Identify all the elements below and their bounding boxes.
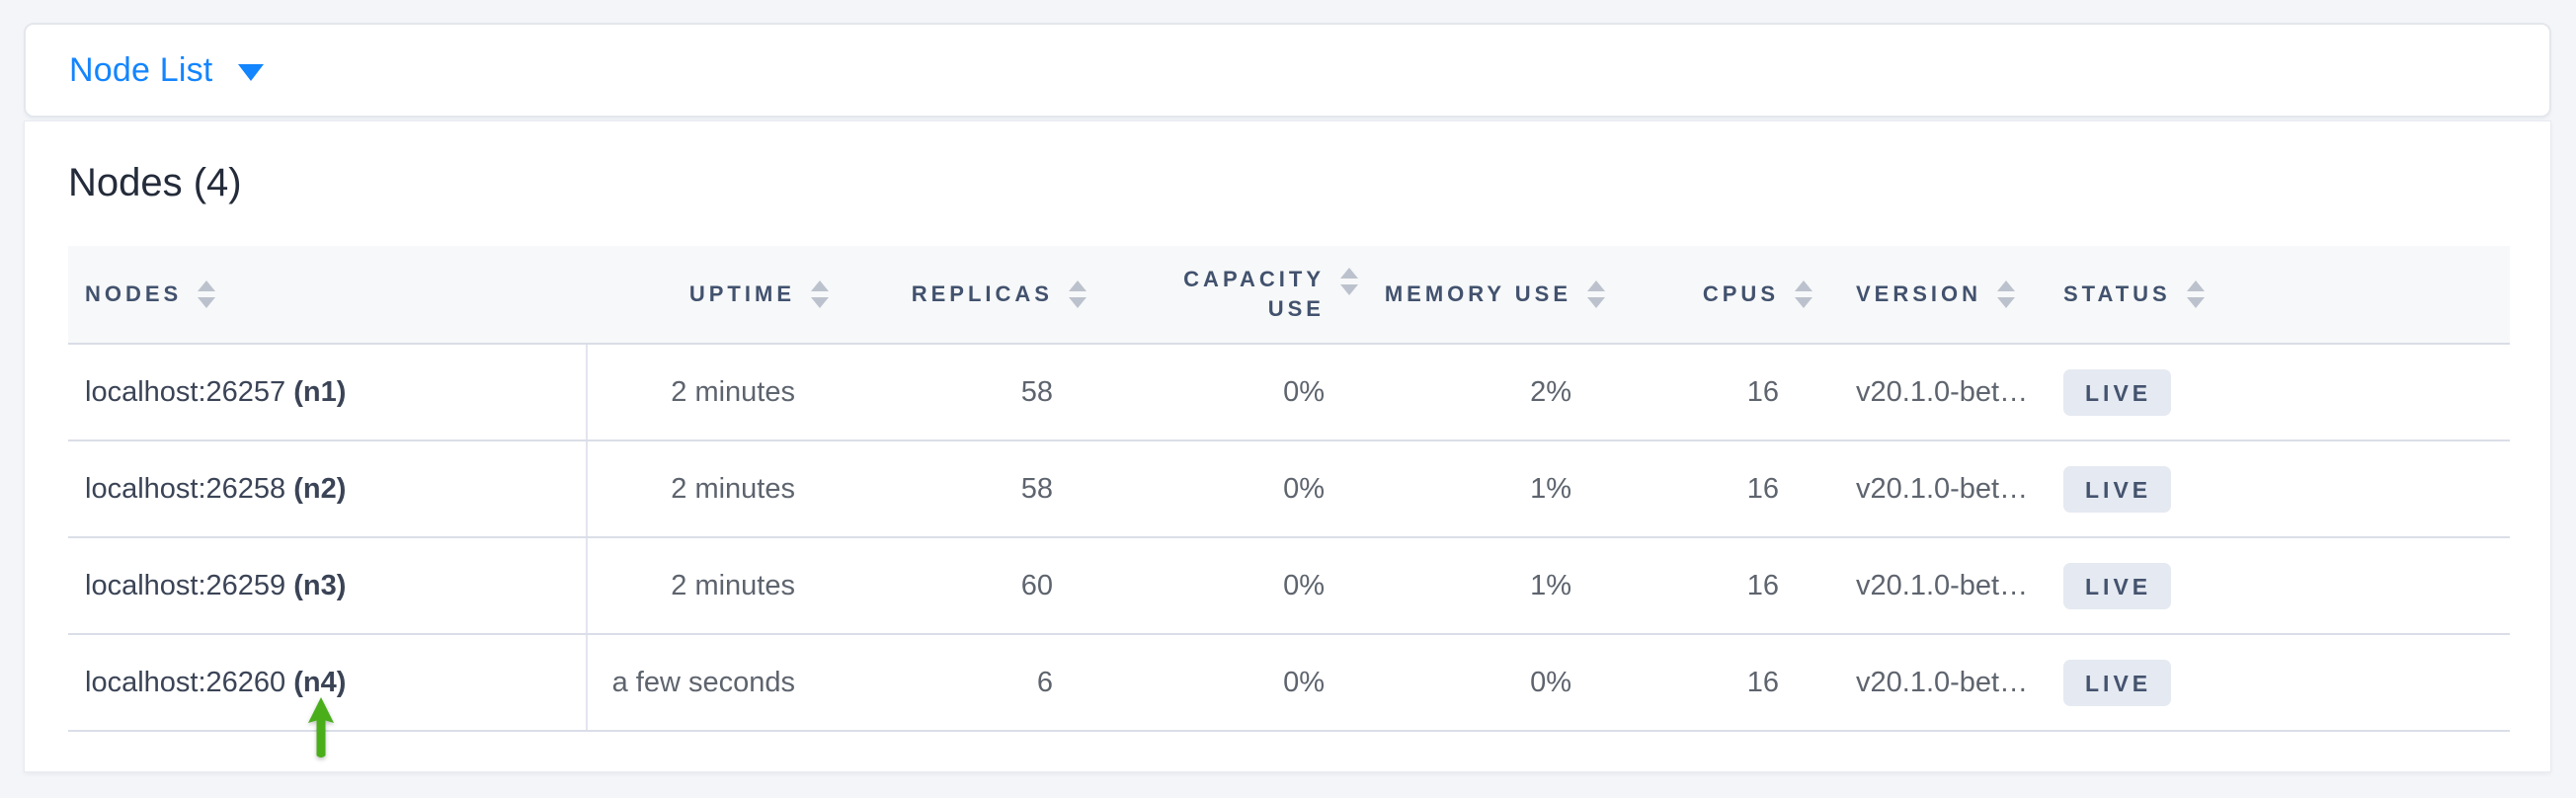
node-address-cell: localhost:26260 (n4) xyxy=(68,635,588,730)
node-id: (n3) xyxy=(293,569,347,601)
column-label: UPTIME xyxy=(688,281,795,306)
nodes-card: Nodes (4) NODES UPTIME REPLICAS CAPACITY US… xyxy=(24,120,2551,772)
column-header-uptime[interactable]: UPTIME xyxy=(588,246,835,343)
node-replicas-cell: 60 xyxy=(1020,569,1053,601)
table-body: localhost:26257 (n1) 2 minutes 58 0% 2% 16 v20… xyxy=(68,345,2510,732)
node-uptime-cell: 2 minutes xyxy=(671,472,795,505)
node-cpus-cell: 16 xyxy=(1746,666,1779,698)
sort-icon[interactable] xyxy=(198,280,216,308)
column-header-replicas[interactable]: REPLICAS xyxy=(835,246,1092,343)
node-status-cell: LIVE xyxy=(2036,441,2510,536)
page-title: Nodes (4) xyxy=(68,161,242,204)
column-header-memory_use[interactable]: MEMORY USE xyxy=(1364,246,1611,343)
chevron-down-icon xyxy=(238,63,265,81)
node-replicas-cell: 58 xyxy=(1020,375,1053,408)
table-row: localhost:26258 (n2) 2 minutes 58 0% 1% 16 v20… xyxy=(68,441,2510,538)
status-badge: LIVE xyxy=(2063,562,2172,609)
node-capacity_use-cell: 0% xyxy=(1283,472,1325,505)
node-address-cell: localhost:26257 (n1) xyxy=(68,345,588,439)
node-id: (n2) xyxy=(293,472,347,505)
sort-icon[interactable] xyxy=(1997,280,2016,308)
node-list-dropdown-label: Node List xyxy=(69,50,213,89)
annotation-arrow-up-icon xyxy=(308,697,334,758)
column-header-nodes[interactable]: NODES xyxy=(68,246,588,343)
node-id: (n1) xyxy=(293,375,347,408)
column-label: REPLICAS xyxy=(911,281,1053,306)
status-badge: LIVE xyxy=(2063,659,2172,706)
column-label: MEMORY USE xyxy=(1384,281,1571,306)
node-uptime-cell: 2 minutes xyxy=(671,569,795,601)
node-address-cell: localhost:26258 (n2) xyxy=(68,441,588,536)
column-header-version[interactable]: VERSION xyxy=(1818,246,2036,343)
node-capacity_use-cell: 0% xyxy=(1283,569,1325,601)
node-capacity_use-cell: 0% xyxy=(1283,375,1325,408)
node-status-cell: LIVE xyxy=(2036,345,2510,439)
sort-icon[interactable] xyxy=(2186,280,2205,308)
column-header-cpus[interactable]: CPUS xyxy=(1611,246,1818,343)
node-version-cell: v20.1.0-bet… xyxy=(1856,569,2029,601)
status-badge: LIVE xyxy=(2063,465,2172,513)
node-replicas-cell: 6 xyxy=(1036,666,1053,698)
column-header-capacity_use[interactable]: CAPACITY USE xyxy=(1092,246,1364,343)
view-switcher-bar: Node List xyxy=(24,23,2551,118)
node-memory_use-cell: 1% xyxy=(1530,472,1571,505)
table-row: localhost:26257 (n1) 2 minutes 58 0% 2% 16 v20… xyxy=(68,345,2510,441)
node-id: (n4) xyxy=(293,666,347,698)
node-address-cell: localhost:26259 (n3) xyxy=(68,538,588,633)
node-uptime-cell: 2 minutes xyxy=(671,375,795,408)
node-replicas-cell: 58 xyxy=(1020,472,1053,505)
node-uptime-cell: a few seconds xyxy=(611,666,795,698)
sort-icon[interactable] xyxy=(1069,280,1087,308)
node-status-cell: LIVE xyxy=(2036,538,2510,633)
node-memory_use-cell: 1% xyxy=(1530,569,1571,601)
sort-icon[interactable] xyxy=(1795,280,1812,308)
table-row: localhost:26259 (n3) 2 minutes 60 0% 1% 16 v20… xyxy=(68,538,2510,635)
node-cpus-cell: 16 xyxy=(1746,375,1779,408)
column-header-status[interactable]: STATUS xyxy=(2036,246,2510,343)
column-label: CAPACITY USE xyxy=(1183,267,1325,321)
node-capacity_use-cell: 0% xyxy=(1283,666,1325,698)
node-version-cell: v20.1.0-bet… xyxy=(1856,472,2029,505)
node-status-cell: LIVE xyxy=(2036,635,2510,730)
table-row: localhost:26260 (n4) a few seconds 6 0% 0% 16… xyxy=(68,635,2510,732)
column-label: VERSION xyxy=(1856,281,1982,306)
sort-icon[interactable] xyxy=(811,280,829,308)
node-cpus-cell: 16 xyxy=(1746,472,1779,505)
column-label: STATUS xyxy=(2063,281,2171,306)
sort-icon[interactable] xyxy=(1587,280,1605,308)
table-header-row: NODES UPTIME REPLICAS CAPACITY USE MEMORY US… xyxy=(68,246,2510,345)
status-badge: LIVE xyxy=(2063,368,2172,416)
column-label: NODES xyxy=(85,281,183,306)
node-memory_use-cell: 2% xyxy=(1530,375,1571,408)
node-memory_use-cell: 0% xyxy=(1530,666,1571,698)
node-list-dropdown[interactable]: Node List xyxy=(69,50,265,90)
nodes-table: NODES UPTIME REPLICAS CAPACITY USE MEMORY US… xyxy=(68,246,2510,732)
sort-icon[interactable] xyxy=(1340,268,1358,295)
node-cpus-cell: 16 xyxy=(1746,569,1779,601)
column-label: CPUS xyxy=(1702,281,1779,306)
node-version-cell: v20.1.0-bet… xyxy=(1856,375,2029,408)
node-version-cell: v20.1.0-bet… xyxy=(1856,666,2029,698)
